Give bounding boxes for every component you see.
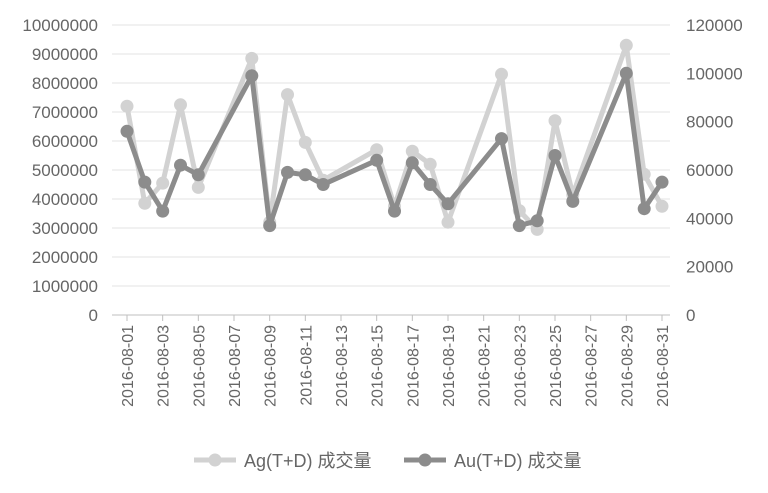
x-tick-label: 2016-08-13	[334, 325, 351, 407]
data-point-au	[566, 194, 580, 208]
data-point-au	[512, 219, 526, 233]
data-point-au	[370, 153, 384, 167]
data-point-ag	[138, 196, 152, 210]
data-point-ag	[245, 51, 259, 65]
legend-label: Ag(T+D) 成交量	[244, 451, 372, 471]
legend: Ag(T+D) 成交量 Au(T+D) 成交量	[194, 451, 582, 471]
data-point-au	[120, 124, 134, 138]
data-point-ag	[281, 88, 294, 102]
data-point-au	[245, 69, 259, 83]
data-point-au	[174, 158, 187, 172]
y-left-tick-label: 9000000	[32, 45, 98, 64]
data-point-au	[655, 175, 669, 189]
data-point-au	[495, 132, 508, 146]
x-tick-label: 2016-08-25	[548, 325, 565, 407]
x-tick-label: 2016-08-19	[441, 325, 458, 407]
data-point-ag	[370, 143, 384, 157]
x-tick-label: 2016-08-27	[584, 325, 601, 407]
y-right-tick-label: 60000	[686, 161, 733, 180]
y-right-tick-label: 40000	[686, 209, 733, 228]
x-tick-label: 2016-08-09	[263, 325, 280, 407]
data-point-au	[405, 156, 419, 170]
series-au	[120, 66, 669, 233]
y-left-tick-label: 5000000	[32, 161, 98, 180]
data-point-au	[138, 175, 152, 189]
legend-swatch-marker	[208, 453, 222, 467]
axes	[112, 314, 670, 321]
data-point-au	[530, 214, 544, 228]
y-right-tick-label: 120000	[686, 16, 743, 35]
y-left-tick-label: 7000000	[32, 103, 98, 122]
y-left-tick-label: 1000000	[32, 277, 98, 296]
data-point-au	[388, 204, 401, 218]
data-point-au	[423, 178, 437, 191]
data-point-au	[619, 66, 633, 80]
y-left-tick-label: 6000000	[32, 132, 98, 151]
right-y-axis: 120000 100000 80000 60000 40000 20000 0	[686, 16, 743, 325]
data-point-ag	[298, 135, 312, 149]
y-left-tick-label: 3000000	[32, 219, 98, 238]
y-left-tick-label: 4000000	[32, 190, 98, 209]
x-tick-label: 2016-08-21	[477, 325, 494, 407]
data-point-au	[298, 168, 312, 182]
data-point-au	[441, 197, 455, 211]
data-point-ag	[156, 176, 170, 190]
data-point-ag	[423, 157, 437, 171]
data-point-ag	[120, 99, 134, 113]
x-tick-label: 2016-08-01	[120, 325, 137, 407]
left-y-axis: 1000000090000008000000700000060000005000…	[22, 16, 98, 325]
y-right-tick-label: 20000	[686, 258, 733, 277]
x-axis: 2016-08-01 2016-08-03 2016-08-05 2016-08-07…	[120, 325, 672, 407]
data-point-ag	[495, 67, 508, 81]
legend-item-au: Au(T+D) 成交量	[404, 451, 582, 471]
x-tick-label: 2016-08-11	[298, 325, 315, 406]
data-point-ag	[548, 114, 562, 128]
y-right-tick-label: 100000	[686, 64, 743, 83]
y-right-tick-label: 80000	[686, 113, 733, 132]
legend-label: Au(T+D) 成交量	[454, 451, 582, 471]
data-point-au	[156, 204, 170, 218]
x-tick-label: 2016-08-03	[156, 325, 173, 407]
x-tick-label: 2016-08-31	[655, 325, 672, 407]
legend-item-ag: Ag(T+D) 成交量	[194, 451, 372, 471]
data-point-au	[281, 165, 294, 179]
y-left-tick-label: 10000000	[22, 16, 98, 35]
data-point-au	[263, 219, 277, 233]
data-point-ag	[191, 180, 205, 194]
y-left-tick-label: 2000000	[32, 248, 98, 267]
y-left-tick-label: 0	[89, 306, 98, 325]
data-point-au	[548, 149, 562, 162]
y-right-tick-label: 0	[686, 306, 695, 325]
data-point-au	[191, 168, 205, 182]
x-tick-label: 2016-08-17	[405, 325, 422, 407]
legend-swatch-marker	[418, 453, 432, 467]
series-layer	[120, 38, 669, 236]
data-point-ag	[655, 199, 669, 213]
data-point-ag	[441, 215, 455, 229]
y-left-tick-label: 8000000	[32, 74, 98, 93]
x-tick-label: 2016-08-07	[227, 325, 244, 407]
data-point-au	[316, 178, 330, 191]
x-tick-label: 2016-08-23	[512, 325, 529, 407]
data-point-au	[637, 202, 651, 216]
x-tick-label: 2016-08-05	[191, 325, 208, 407]
data-point-ag	[619, 38, 633, 52]
data-point-ag	[174, 98, 187, 112]
x-tick-label: 2016-08-15	[370, 325, 387, 407]
data-point-ag	[405, 144, 419, 158]
x-tick-label: 2016-08-29	[619, 325, 636, 407]
